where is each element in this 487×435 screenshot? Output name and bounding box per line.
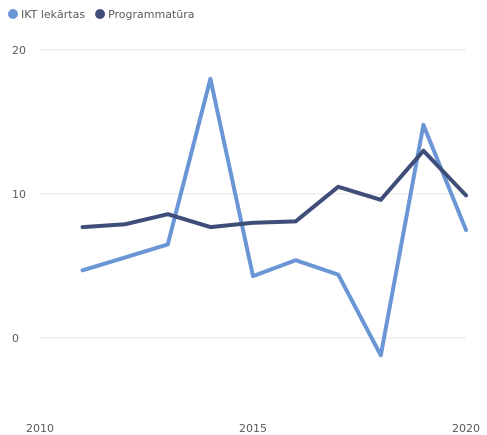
legend-label-0[interactable]: IKT lekārtas — [21, 8, 85, 21]
data-point[interactable] — [206, 75, 214, 83]
data-point[interactable] — [419, 147, 427, 155]
data-point[interactable] — [292, 217, 300, 225]
data-point[interactable] — [292, 256, 300, 264]
data-point[interactable] — [462, 191, 470, 199]
x-tick-label: 2010 — [26, 422, 54, 435]
data-point[interactable] — [164, 240, 172, 248]
data-point[interactable] — [79, 223, 87, 231]
data-point[interactable] — [206, 223, 214, 231]
x-tick-label: 2020 — [452, 422, 480, 435]
x-tick-label: 2015 — [239, 422, 267, 435]
legend-label-1[interactable]: Programmatūra — [108, 8, 194, 21]
y-tick-label: 20 — [12, 44, 26, 57]
legend[interactable]: IKT lekārtas Programmatūra — [8, 8, 194, 21]
data-point[interactable] — [377, 351, 385, 359]
series-layer — [79, 75, 470, 359]
y-tick-label: 10 — [12, 188, 26, 201]
data-point[interactable] — [377, 196, 385, 204]
axis-layer: 0 10 20 2010 2015 2020 — [12, 44, 480, 435]
data-point[interactable] — [334, 183, 342, 191]
y-tick-label: 0 — [12, 332, 19, 345]
series-line-1[interactable] — [80, 148, 468, 230]
data-point[interactable] — [249, 272, 257, 280]
series-line-0[interactable] — [80, 76, 468, 358]
data-point[interactable] — [164, 210, 172, 218]
data-point[interactable] — [419, 121, 427, 129]
data-point[interactable] — [334, 271, 342, 279]
grid-layer — [40, 49, 466, 339]
legend-marker-1 — [95, 9, 106, 19]
data-point[interactable] — [79, 266, 87, 274]
legend-marker-0 — [8, 9, 18, 19]
data-point[interactable] — [462, 226, 470, 234]
data-point[interactable] — [121, 253, 129, 261]
data-point[interactable] — [121, 220, 129, 228]
data-point[interactable] — [249, 219, 257, 227]
